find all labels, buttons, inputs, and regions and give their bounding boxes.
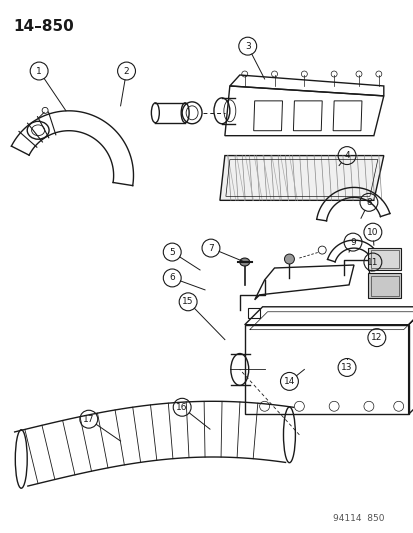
- Text: 10: 10: [366, 228, 378, 237]
- Ellipse shape: [239, 258, 249, 266]
- Text: 9: 9: [349, 238, 355, 247]
- FancyBboxPatch shape: [368, 273, 400, 298]
- Text: 8: 8: [365, 198, 371, 207]
- Text: 14–850: 14–850: [13, 19, 74, 34]
- Text: 13: 13: [340, 363, 352, 372]
- Polygon shape: [219, 156, 383, 200]
- Text: 1: 1: [36, 67, 42, 76]
- FancyBboxPatch shape: [368, 248, 400, 270]
- Text: 16: 16: [176, 403, 188, 412]
- Text: 11: 11: [366, 257, 378, 266]
- Text: 5: 5: [169, 247, 175, 256]
- Text: 6: 6: [169, 273, 175, 282]
- Text: 17: 17: [83, 415, 94, 424]
- Text: 12: 12: [370, 333, 382, 342]
- Text: 94114  850: 94114 850: [332, 514, 384, 523]
- Text: 2: 2: [123, 67, 129, 76]
- Text: 15: 15: [182, 297, 193, 306]
- Text: 14: 14: [283, 377, 294, 386]
- Text: 4: 4: [344, 151, 349, 160]
- Text: 7: 7: [208, 244, 214, 253]
- Circle shape: [284, 254, 294, 264]
- Text: 3: 3: [244, 42, 250, 51]
